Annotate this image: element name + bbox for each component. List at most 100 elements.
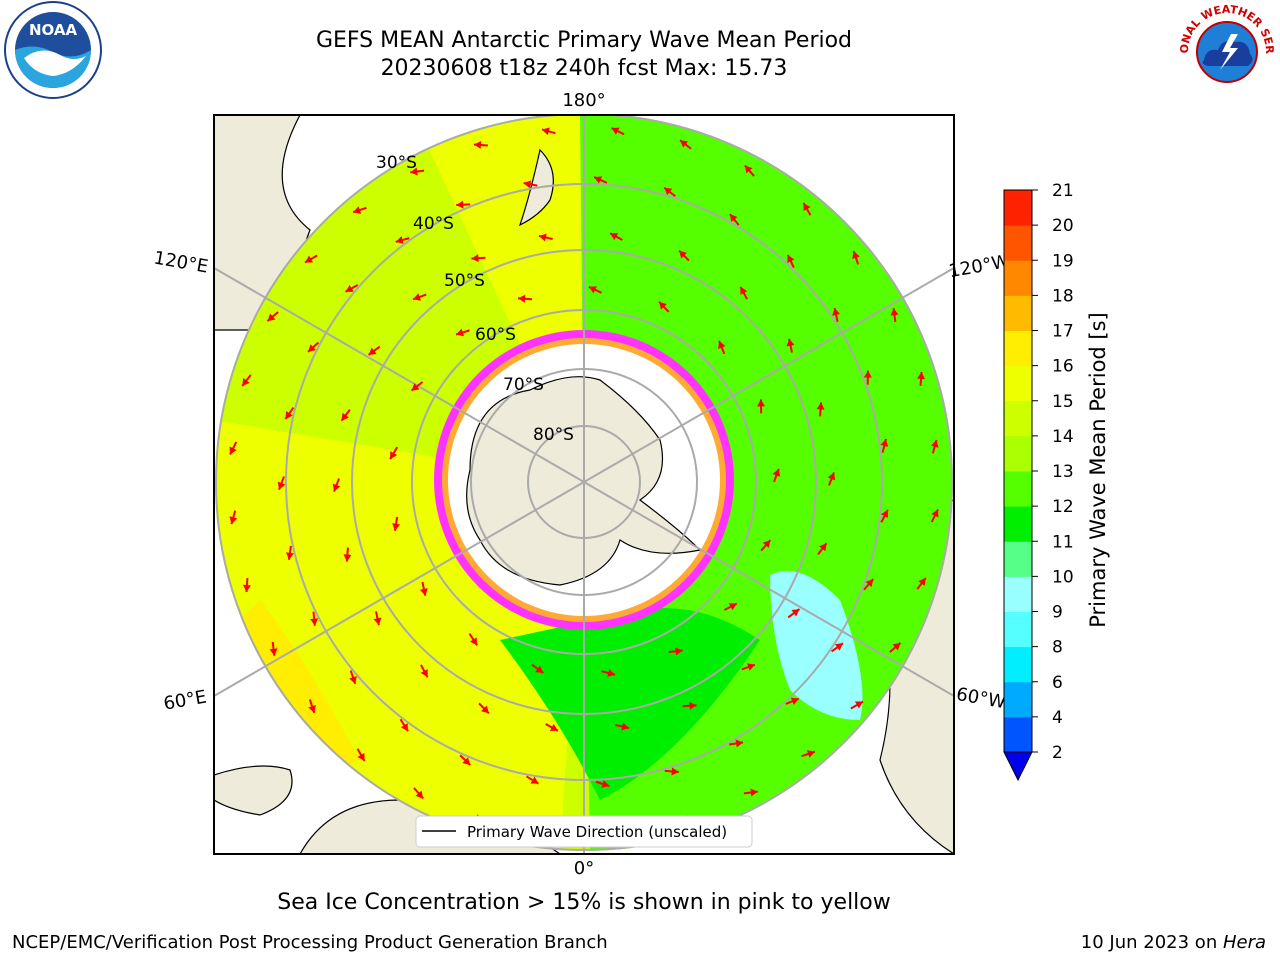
lat-label-40s: 40°S	[413, 214, 454, 234]
field-orange-patch	[240, 600, 360, 780]
colorbar-segment	[1004, 435, 1032, 472]
wave-arrow-head	[535, 665, 544, 673]
wave-arrow-head	[341, 412, 349, 421]
wave-arrow-head	[594, 176, 603, 184]
wave-arrow-head	[806, 750, 815, 758]
wave-arrow-head	[881, 509, 889, 518]
colorbar-segment	[1004, 190, 1032, 226]
wave-arrow-head	[607, 669, 616, 677]
field-bright-green	[500, 608, 760, 800]
wave-arrow-head	[791, 609, 800, 617]
wave-arrow-head	[415, 790, 424, 799]
wave-arrow-head	[679, 250, 687, 259]
lat-label-70s: 70°S	[503, 375, 544, 395]
wave-arrow-head	[819, 543, 827, 552]
colorbar-tick-label: 10	[1052, 567, 1074, 587]
lat-label-60s: 60°S	[475, 325, 516, 345]
wave-arrow-head	[671, 767, 679, 776]
wave-arrow-head	[854, 701, 864, 709]
lon-label-120w: 120°W	[947, 251, 1011, 282]
wave-arrow-head	[750, 788, 758, 797]
wave-arrow-head	[373, 617, 382, 626]
wave-arrow-head	[549, 723, 558, 731]
wave-arrow-head	[601, 780, 610, 788]
footer-date: 10 Jun 2023 on Hera	[1081, 932, 1266, 953]
wave-arrow-head	[834, 643, 843, 651]
colorbar-tick-label: 6	[1052, 673, 1063, 693]
wave-arrow-head	[863, 370, 872, 378]
wave-arrow-head	[728, 603, 737, 611]
wave-arrow-head	[610, 233, 619, 241]
meridian-60e	[214, 481, 585, 697]
wave-arrow-head	[285, 552, 294, 560]
colorbar-under-arrow	[1003, 751, 1033, 782]
wave-arrow-head	[392, 523, 401, 531]
wave-arrow-head	[518, 294, 526, 303]
colorbar-segment	[1004, 681, 1032, 718]
wave-arrow-head	[865, 579, 874, 588]
wave-arrow-head	[400, 723, 408, 732]
wave-arrow-head	[304, 255, 314, 263]
wave-arrow-head	[410, 167, 418, 176]
wave-arrow-head	[345, 284, 354, 292]
colorbar-segment	[1004, 260, 1032, 296]
colorbar-segment	[1004, 611, 1032, 648]
colorbar-segment	[1004, 576, 1032, 612]
colorbar-tick-label: 4	[1052, 708, 1063, 728]
wave-arrow-head	[816, 402, 825, 410]
wave-arrow-head	[762, 540, 771, 549]
wave-arrow-head	[787, 254, 795, 263]
wave-arrow-head	[469, 637, 478, 646]
wave-arrow-head	[343, 554, 352, 562]
wave-arrow-head	[523, 180, 532, 189]
colorbar-tick-label: 16	[1052, 357, 1074, 377]
wave-arrow-head	[729, 214, 738, 223]
wave-arrow-head	[718, 341, 726, 350]
wave-arrow-head	[757, 399, 766, 407]
wave-arrow-head	[790, 697, 799, 705]
wave-arrow-head	[229, 446, 237, 455]
wave-arrow-head	[349, 675, 357, 684]
wave-arrow-head	[803, 202, 811, 212]
wave-arrow-head	[786, 338, 795, 347]
meridian-120e	[214, 267, 585, 483]
graticule	[214, 115, 954, 854]
wave-arrow-head	[931, 509, 939, 518]
meridian-120w	[583, 267, 954, 483]
footer-branch: NCEP/EMC/Verification Post Processing Pr…	[12, 932, 608, 953]
wave-arrow-head	[832, 308, 841, 316]
legend-box	[415, 815, 753, 848]
land-madagascar	[214, 765, 293, 816]
field-cyan	[770, 570, 863, 720]
map-frame	[213, 114, 955, 855]
wave-arrow-head	[353, 206, 362, 214]
wave-arrow-head	[930, 439, 939, 448]
wave-arrow-head	[411, 383, 420, 391]
wave-arrow-head	[310, 618, 319, 626]
wave-arrow-head	[267, 313, 276, 322]
colorbar-segment	[1004, 541, 1032, 577]
wave-arrow-head	[413, 293, 422, 301]
wave-arrow-head	[890, 308, 899, 316]
colorbar-segment	[1004, 225, 1032, 261]
wave-arrow-head	[611, 127, 620, 135]
nws-logo: NATIONAL WEATHER SERVICE	[1176, 0, 1276, 101]
wave-arrow-head	[746, 663, 755, 671]
wave-arrow-head	[827, 472, 836, 481]
meridian-60w	[583, 481, 954, 697]
legend-label: Primary Wave Direction (unscaled)	[467, 823, 727, 841]
colorbar-segment	[1004, 506, 1032, 542]
wave-arrow-head	[689, 701, 697, 710]
colorbar-segment	[1004, 646, 1032, 683]
wave-arrow-head	[420, 669, 428, 678]
colorbar-tick-label: 18	[1052, 286, 1074, 306]
lat-label-30s: 30°S	[376, 153, 417, 173]
lon-label-0: 0°	[574, 858, 594, 879]
colorbar-label: Primary Wave Mean Period [s]	[1086, 312, 1110, 628]
colorbar-tick-label: 14	[1052, 427, 1074, 447]
wave-arrow-head	[269, 648, 278, 656]
wave-arrow-head	[473, 140, 482, 149]
lon-label-60w: 60°W	[955, 684, 1008, 713]
colorbar-tick-label: 8	[1052, 638, 1063, 658]
